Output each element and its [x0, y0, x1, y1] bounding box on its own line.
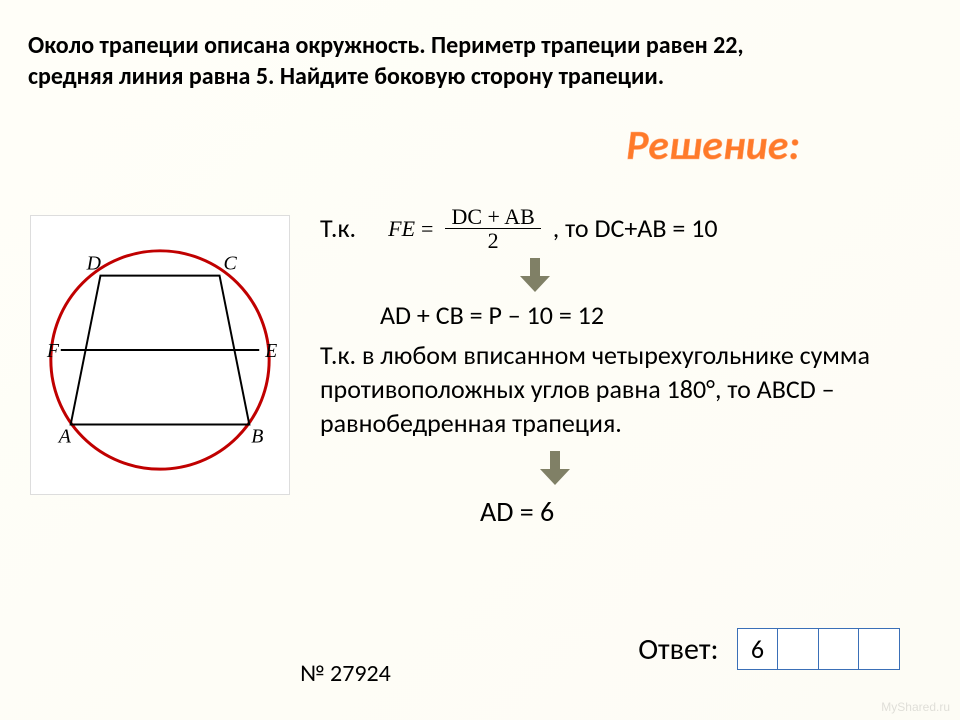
fraction-numerator: DC + AB: [445, 205, 540, 229]
fraction-denominator: 2: [482, 229, 505, 252]
answer-cell-2: [777, 628, 819, 670]
result-ad: AD = 6: [480, 493, 930, 531]
answer-block: Ответ: 6: [638, 628, 900, 670]
vertex-f: F: [46, 340, 60, 362]
arrow-down-icon: [540, 451, 570, 485]
vertex-a: A: [57, 425, 72, 447]
answer-cell-1: 6: [737, 628, 779, 670]
fraction: DC + AB 2: [445, 205, 540, 252]
step-3: Т.к. в любом вписанном четырехугольнике …: [320, 339, 930, 440]
vertex-c: C: [224, 253, 238, 275]
trapezoid-diagram: A B C D E F: [30, 215, 290, 495]
since-label: Т.к.: [320, 211, 356, 246]
answer-cell-4: [858, 628, 900, 670]
watermark: MyShared.ru: [881, 700, 950, 714]
answer-label: Ответ:: [638, 631, 718, 668]
arrow-down-icon: [520, 258, 550, 292]
eq-sign: =: [421, 214, 433, 244]
step-1: Т.к. FE = DC + AB 2 , то DC+AB = 10: [320, 205, 930, 252]
answer-cell-3: [818, 628, 860, 670]
solution-heading: Решение:: [626, 120, 800, 171]
problem-statement: Около трапеции описана окружность. Перим…: [28, 30, 932, 92]
problem-line1: Около трапеции описана окружность. Перим…: [28, 31, 744, 60]
vertex-b: B: [251, 425, 263, 447]
fe-var: FE: [388, 214, 415, 244]
step-2: AD + CB = P – 10 = 12: [380, 298, 930, 333]
answer-cells: 6: [737, 628, 901, 670]
vertex-d: D: [86, 253, 102, 275]
vertex-e: E: [264, 340, 277, 362]
task-number: № 27924: [300, 659, 391, 688]
problem-line2: средняя линия равна 5. Найдите боковую с…: [28, 62, 664, 91]
then-text: , то DC+AB = 10: [553, 211, 718, 246]
solution-body: Т.к. FE = DC + AB 2 , то DC+AB = 10 AD +…: [320, 205, 930, 530]
